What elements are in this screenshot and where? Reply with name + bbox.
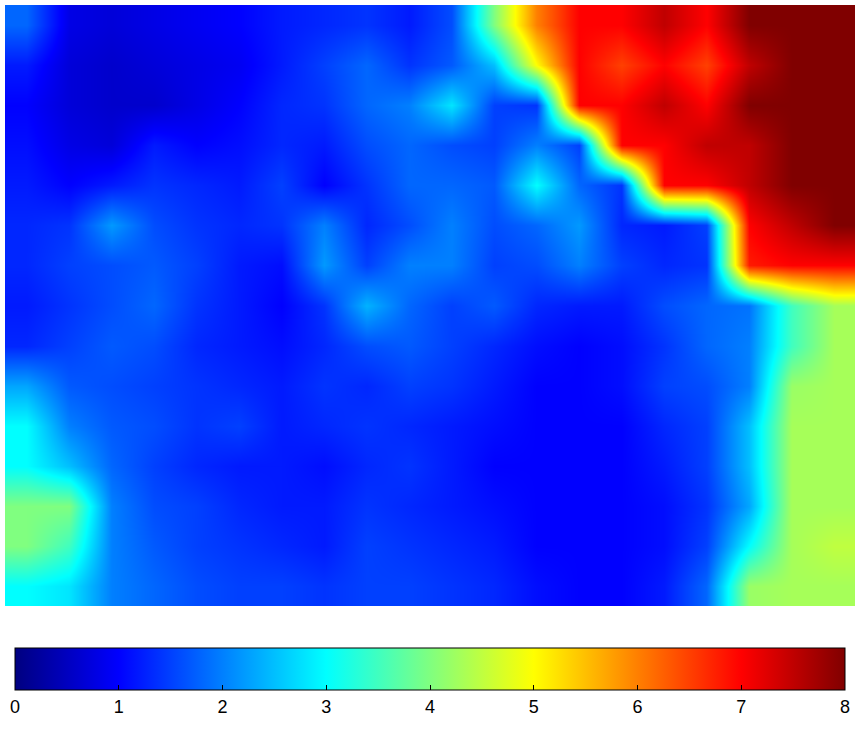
svg-text:5: 5 [529, 697, 539, 717]
svg-text:2: 2 [217, 697, 227, 717]
svg-text:7: 7 [736, 697, 746, 717]
svg-text:1: 1 [114, 697, 124, 717]
svg-text:0: 0 [10, 697, 20, 717]
svg-text:8: 8 [840, 697, 850, 717]
svg-text:3: 3 [321, 697, 331, 717]
svg-text:6: 6 [632, 697, 642, 717]
svg-text:4: 4 [425, 697, 435, 717]
